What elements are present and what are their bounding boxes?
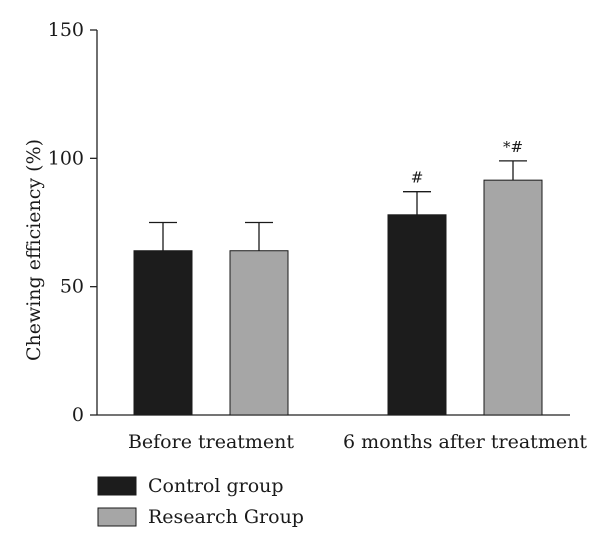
legend: Control group Research Group xyxy=(97,475,304,528)
legend-label: Control group xyxy=(148,475,284,497)
category-label: 6 months after treatment xyxy=(343,431,587,453)
bar-research-0 xyxy=(229,250,289,416)
category-label: Before treatment xyxy=(128,431,294,453)
bar-control-1 xyxy=(387,214,447,416)
y-tick-label: 150 xyxy=(48,19,84,41)
significance-annotations: # *# xyxy=(411,138,523,187)
significance-mark: *# xyxy=(503,138,523,156)
bar-control-0 xyxy=(133,250,193,416)
y-axis-label: Chewing efficiency (%) xyxy=(23,139,45,361)
legend-swatch xyxy=(97,476,137,496)
significance-mark: # xyxy=(411,169,424,187)
legend-label: Research Group xyxy=(148,506,304,528)
bars xyxy=(133,160,543,416)
legend-swatch xyxy=(97,507,137,527)
y-tick-label: 0 xyxy=(72,404,84,426)
y-tick-label: 100 xyxy=(48,147,84,169)
bar-research-1 xyxy=(483,179,543,416)
y-tick-label: 50 xyxy=(60,276,84,298)
x-axis-categories: Before treatment 6 months after treatment xyxy=(128,431,587,453)
